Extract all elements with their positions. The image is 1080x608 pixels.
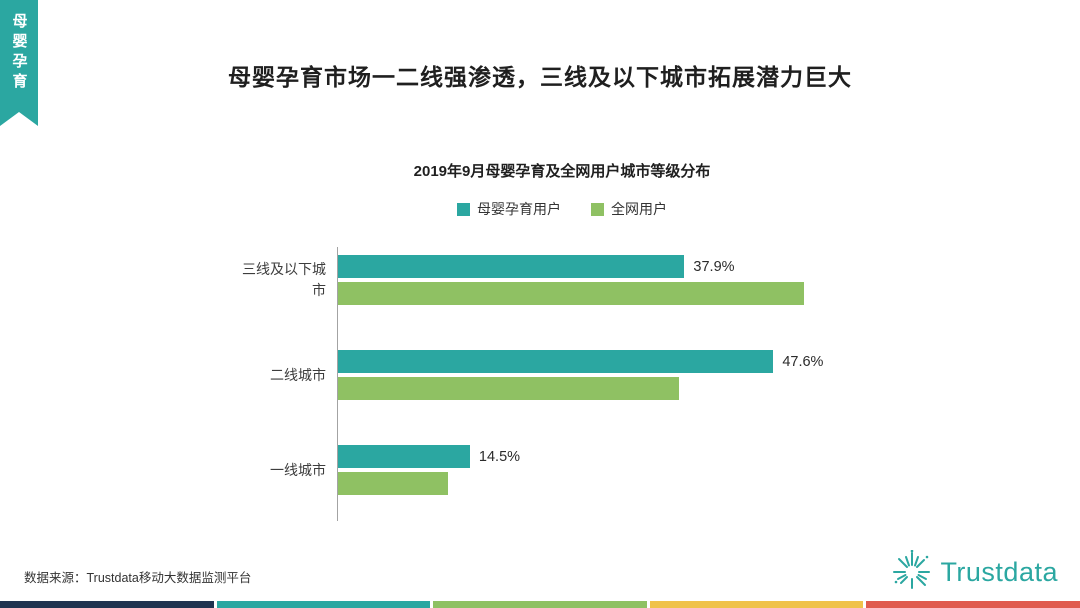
category-label: 一线城市 [270,461,326,478]
stripe-segment [866,601,1080,608]
bar-pair: 37.9% [337,255,887,305]
legend-item: 母婴孕育用户 [457,199,561,219]
legend-swatch [591,202,604,216]
legend-swatch [457,202,470,216]
trustdata-logo-text: Trustdata [940,556,1058,587]
bar-母婴孕育用户 [337,255,685,278]
bar-母婴孕育用户 [337,350,774,373]
bar-group: 二线城市 47.6% [232,350,892,400]
chart-section: 2019年9月母婴孕育及全网用户城市等级分布 母婴孕育用户 全网用户 三线及以下城… [232,160,892,521]
corner-ribbon-tab: 母婴孕育 [0,0,38,126]
chart-legend: 母婴孕育用户 全网用户 [232,199,892,219]
bar-全网用户 [337,472,448,495]
bar-全网用户 [337,282,804,305]
corner-ribbon-label: 母婴孕育 [10,13,28,93]
bar-value-label: 14.5% [478,448,521,465]
bar-rows: 三线及以下城市 37.9% 二线城市 47.6% 一线城市 14.5% [232,255,892,495]
stripe-segment [649,601,864,608]
legend-label: 全网用户 [611,201,667,217]
y-axis-line [337,247,338,521]
trustdata-logo: Trustdata [890,550,1058,594]
stripe-segment [216,601,431,608]
bottom-color-stripe [0,601,1080,608]
bar-group: 一线城市 14.5% [232,445,892,495]
bar-value-label: 37.9% [693,258,735,275]
category-label: 二线城市 [270,366,326,383]
chart-title: 2019年9月母婴孕育及全网用户城市等级分布 [413,163,711,180]
bar-全网用户 [337,377,679,400]
bar-pair: 14.5% [337,445,887,495]
bar-group: 三线及以下城市 37.9% [232,255,892,305]
stripe-segment [0,601,214,608]
category-label: 三线及以下城市 [242,261,326,298]
bar-value-label: 47.6% [782,353,824,370]
starburst-icon [893,550,931,589]
legend-item: 全网用户 [591,199,667,219]
data-source-note: 数据来源：Trustdata移动大数据监测平台 [24,571,252,585]
bar-pair: 47.6% [337,350,887,400]
legend-label: 母婴孕育用户 [477,201,561,217]
stripe-segment [433,601,647,608]
page-title: 母婴孕育市场一二线强渗透，三线及以下城市拓展潜力巨大 [228,64,852,90]
bar-chart: 三线及以下城市 37.9% 二线城市 47.6% 一线城市 14.5% [232,247,892,521]
bar-母婴孕育用户 [337,445,470,468]
